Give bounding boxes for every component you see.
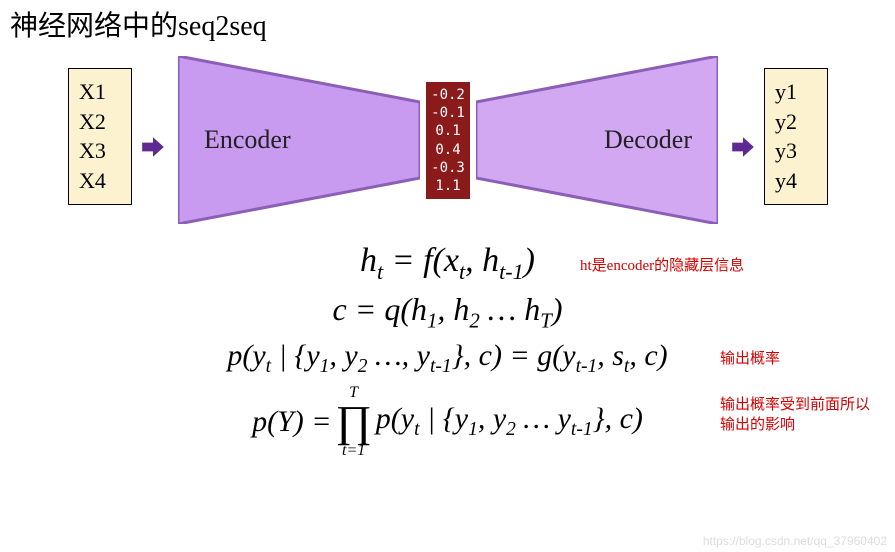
encoder-label: Encoder <box>204 125 291 155</box>
formula-context: c = q(h1, h2 … hT) <box>0 291 895 333</box>
product-symbol: T ∏ t=1 <box>336 384 372 460</box>
note-joint-prob: 输出概率受到前面所以 输出的影响 <box>720 396 870 435</box>
watermark: https://blog.csdn.net/qq_37960402 <box>703 534 887 548</box>
context-vector: -0.2-0.10.10.4-0.31.1 <box>426 82 470 199</box>
arrow-out-icon <box>730 134 756 160</box>
arrow-in-icon <box>140 134 166 160</box>
decoder-block: Decoder <box>476 56 718 224</box>
formula-joint-prob: p(Y) = T ∏ t=1 p(yt | {y1, y2 … yt-1}, c… <box>0 384 895 460</box>
encoder-block: Encoder <box>178 56 420 224</box>
note-output-prob: 输出概率 <box>720 347 780 368</box>
seq2seq-diagram: X1X2X3X4 Encoder -0.2-0.10.10.4-0.31.1 D… <box>68 48 828 234</box>
input-box: X1X2X3X4 <box>68 68 132 205</box>
formulas-region: ht = f(xt, ht-1) ht是encoder的隐藏层信息 c = q(… <box>0 236 895 466</box>
note-ht: ht是encoder的隐藏层信息 <box>580 254 744 275</box>
formula-output-prob: p(yt | {y1, y2 …, yt-1}, c) = g(yt-1, st… <box>0 339 895 378</box>
output-box: y1y2y3y4 <box>764 68 828 205</box>
decoder-label: Decoder <box>604 125 692 155</box>
page-title: 神经网络中的seq2seq <box>10 4 267 44</box>
formula-hidden-state: ht = f(xt, ht-1) ht是encoder的隐藏层信息 <box>0 242 895 285</box>
